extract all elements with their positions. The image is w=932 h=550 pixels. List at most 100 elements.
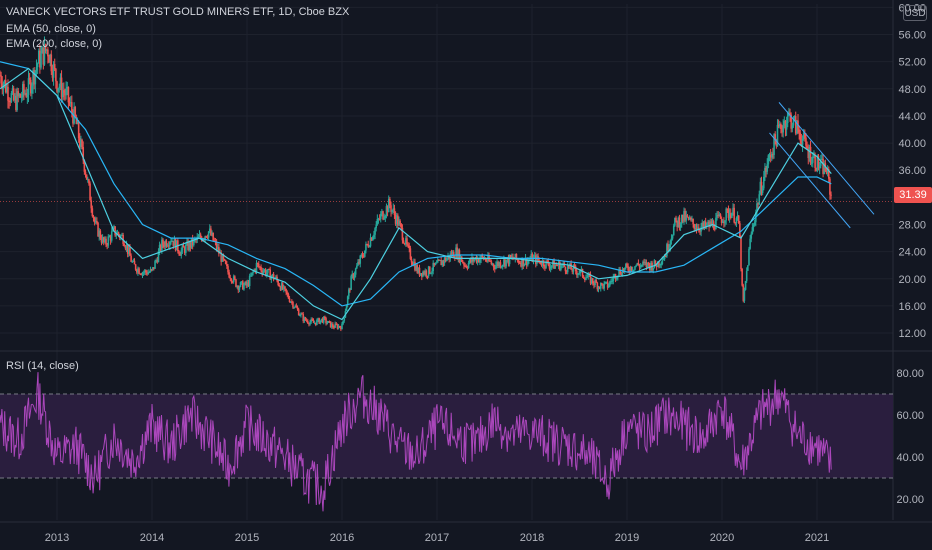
candle-body [279,286,282,291]
candle-body [761,188,764,193]
candle-body [29,79,32,94]
candle-body [473,259,476,262]
candle-body [50,54,53,72]
candle-body [581,268,584,277]
candle-body [516,259,519,261]
candle-body [446,258,448,262]
rsi-tick-label: 60.00 [896,410,924,422]
candle-body [758,194,761,205]
candle-body [685,215,688,221]
ema200-legend[interactable]: EMA (200, close, 0) [6,38,102,50]
candle-body [174,238,177,251]
candle-body [234,276,236,280]
candle-body [766,164,769,172]
candle-body [300,313,302,316]
candle-body [438,259,440,261]
candle-body [475,257,478,263]
candle-body [393,208,396,216]
candle-body [630,266,633,271]
candle-body [242,281,244,290]
candle-body [530,253,533,260]
candle-body [80,139,82,147]
candle-body [61,90,64,98]
candle-body [382,211,384,220]
candle-body [826,169,829,174]
candle-body [627,266,629,271]
candle-body [332,324,334,328]
candle-body [592,278,594,284]
candle-body [257,264,260,267]
candle-body [375,224,377,229]
candle-body [125,244,128,249]
candle-body [90,200,92,209]
candle-body [663,256,666,260]
candle-body [658,261,660,266]
currency-badge[interactable]: USD [903,5,927,21]
candle-body [565,271,568,273]
rsi-tick-label: 80.00 [896,368,924,380]
candle-body [735,218,738,224]
candle-body [126,244,129,254]
time-tick-label: 2017 [425,532,449,544]
candle-body [158,244,161,252]
candle-body [724,220,726,223]
candle-body [772,153,774,156]
candle-body [151,267,154,270]
candle-body [26,95,29,97]
candle-body [232,276,235,283]
candle-body [809,146,812,164]
candle-body [678,217,681,228]
candle-body [589,274,592,284]
candle-body [52,64,55,78]
candle-body [153,267,155,269]
candle-body [786,112,789,124]
rsi-legend[interactable]: RSI (14, close) [6,360,79,372]
candle-body [411,262,414,265]
candle-body [637,262,640,266]
candle-body [732,207,734,214]
candle-body [343,317,346,321]
candle-body [424,270,427,275]
candle-body [414,261,416,271]
candle-body [504,259,506,267]
candle-body [799,132,802,141]
candle-body [467,262,470,268]
candle-body [386,206,389,213]
candle-body [525,257,528,266]
candle-body [621,269,624,276]
candle-body [715,217,717,230]
candle-body [584,278,586,280]
candle-body [240,281,243,283]
candle-body [597,286,600,290]
candle-body [500,266,503,268]
candle-body [57,88,59,92]
ema50-legend[interactable]: EMA (50, close, 0) [6,23,96,35]
candle-body [560,265,562,271]
candle-body [599,283,602,289]
candle-body [434,262,437,266]
candle-body [793,116,796,118]
candle-body [492,263,495,268]
candle-body [246,282,249,286]
candle-body [439,260,441,262]
candle-body [235,279,237,287]
candle-body [398,220,400,226]
candle-body [478,258,480,263]
candle-body [603,282,605,289]
candle-body [149,269,152,273]
candle-body [0,75,2,84]
candle-body [686,215,689,217]
candle-body [765,167,767,172]
symbol-title[interactable]: VANECK VECTORS ETF TRUST GOLD MINERS ETF… [6,6,350,18]
candle-body [549,266,552,269]
candle-body [757,203,759,205]
candle-body [421,273,423,277]
candle-body [774,134,776,141]
candle-body [248,275,251,287]
candle-body [409,248,412,260]
candle-body [35,67,38,71]
candle-body [359,255,362,264]
price-tick-label: 48.00 [898,84,926,96]
candle-body [457,250,460,259]
